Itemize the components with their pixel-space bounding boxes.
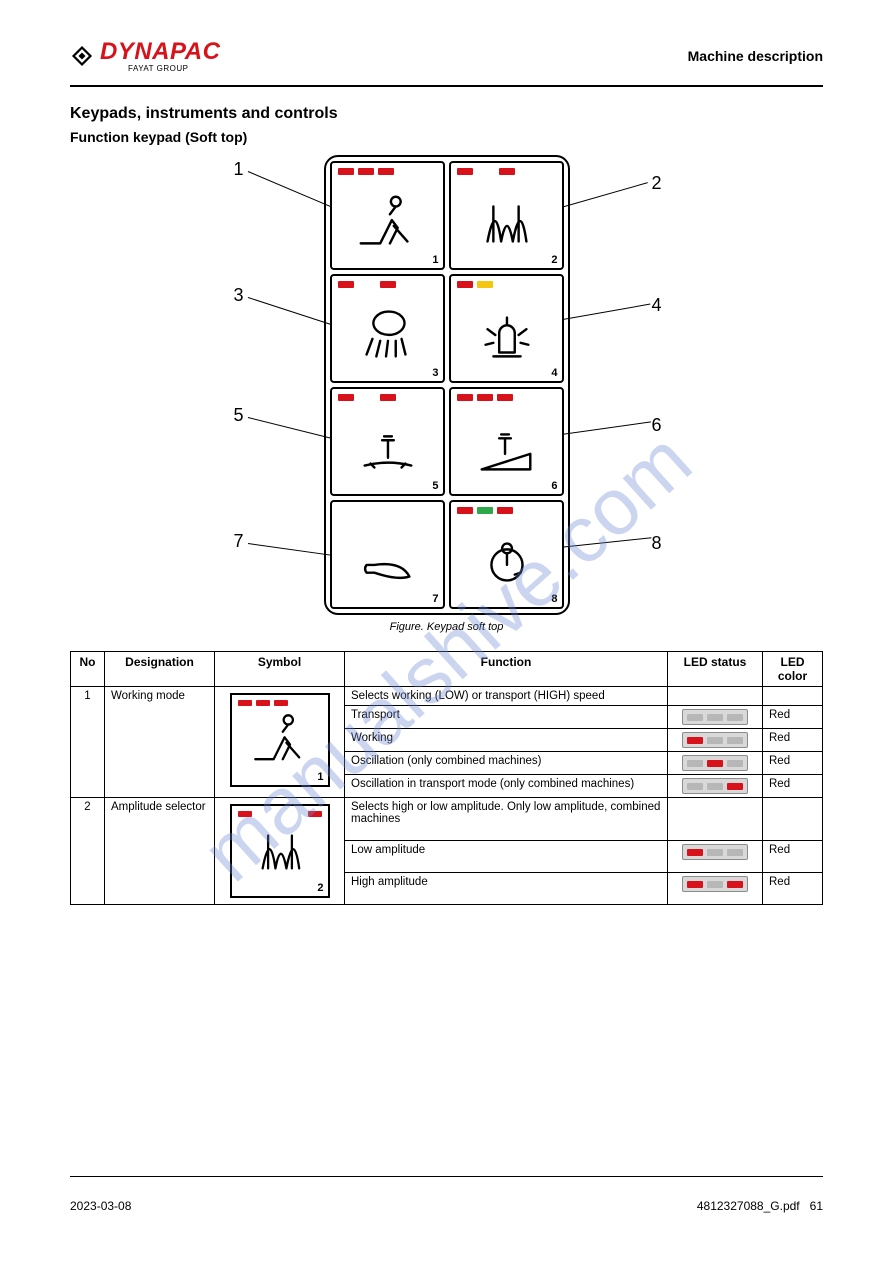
section-sub: Function keypad (Soft top) xyxy=(70,129,823,145)
cell-led-color: Red xyxy=(763,729,823,752)
keypad-figure: 1 2 3 4 5 6 7 8 12345678 Figure. Keypad … xyxy=(324,155,570,633)
cell-function: Working xyxy=(345,729,668,752)
cell-led-status xyxy=(668,729,763,752)
key-number: 6 xyxy=(551,480,557,492)
figure-caption: Figure. Keypad soft top xyxy=(324,621,570,633)
cell-led-color: Red xyxy=(763,841,823,873)
amplitude-icon xyxy=(451,177,562,268)
cell-no: 1 xyxy=(71,687,105,798)
footer-date: 2023-03-08 xyxy=(70,1199,131,1213)
cell-led-color: Red xyxy=(763,775,823,798)
cell-led-status xyxy=(668,752,763,775)
keypad-key-1[interactable]: 1 xyxy=(330,161,445,270)
cell-designation: Amplitude selector xyxy=(105,798,215,905)
cell-led-status xyxy=(668,873,763,905)
cell-led-color: Red xyxy=(763,706,823,729)
cell-led-status xyxy=(668,841,763,873)
table-header: Function xyxy=(345,652,668,687)
cell-designation: Working mode xyxy=(105,687,215,798)
spec-table: NoDesignationSymbolFunctionLED statusLED… xyxy=(70,651,823,905)
cell-function: Transport xyxy=(345,706,668,729)
cell-no: 2 xyxy=(71,798,105,905)
cell-function: Low amplitude xyxy=(345,841,668,873)
keypad-key-8[interactable]: 8 xyxy=(449,500,564,609)
callout-1: 1 xyxy=(234,159,244,180)
key-number: 5 xyxy=(432,480,438,492)
keypad-key-7[interactable]: 7 xyxy=(330,500,445,609)
callout-2: 2 xyxy=(651,173,661,194)
table-header: LED color xyxy=(763,652,823,687)
horn-icon xyxy=(332,516,443,607)
table-header: LED status xyxy=(668,652,763,687)
cell-led-status xyxy=(668,687,763,706)
key-number: 7 xyxy=(432,593,438,605)
brand-name: DYNAPAC xyxy=(100,38,220,66)
footer-file: 4812327088_G.pdf 61 xyxy=(697,1199,823,1213)
cell-led-color xyxy=(763,798,823,841)
table-row: 2Amplitude selector 2 Selects high or lo… xyxy=(71,798,823,841)
keypad-key-3[interactable]: 3 xyxy=(330,274,445,383)
keypad-key-5[interactable]: 5 xyxy=(330,387,445,496)
cell-function: Oscillation in transport mode (only comb… xyxy=(345,775,668,798)
cell-function: Selects high or low amplitude. Only low … xyxy=(345,798,668,841)
key-number: 3 xyxy=(432,367,438,379)
cell-led-status xyxy=(668,706,763,729)
key-number: 8 xyxy=(551,593,557,605)
key-number: 1 xyxy=(432,254,438,266)
section-title: Keypads, instruments and controls xyxy=(70,105,823,123)
work-mode-icon xyxy=(332,177,443,268)
callout-3: 3 xyxy=(234,285,244,306)
brand-logo: DYNAPAC FAYAT GROUP Machine description xyxy=(70,38,823,73)
table-header: Designation xyxy=(105,652,215,687)
cell-symbol: 1 xyxy=(215,687,345,798)
cell-function: High amplitude xyxy=(345,873,668,905)
cell-function: Selects working (LOW) or transport (HIGH… xyxy=(345,687,668,706)
cell-led-color: Red xyxy=(763,873,823,905)
callout-5: 5 xyxy=(234,405,244,426)
vib-auto-icon xyxy=(451,403,562,494)
beacon-icon xyxy=(451,290,562,381)
sprinkler-icon xyxy=(332,290,443,381)
keypad-key-4[interactable]: 4 xyxy=(449,274,564,383)
cell-led-status xyxy=(668,775,763,798)
cell-led-color xyxy=(763,687,823,706)
table-header: Symbol xyxy=(215,652,345,687)
cell-function: Oscillation (only combined machines) xyxy=(345,752,668,775)
table-key-icon-1: 1 xyxy=(230,693,330,787)
footer-rule xyxy=(70,1176,823,1177)
cell-led-status xyxy=(668,798,763,841)
work-mode-icon xyxy=(232,709,328,771)
header-right: Machine description xyxy=(688,48,823,64)
key-number: 4 xyxy=(551,367,557,379)
table-row: 1Working mode 1 Selects working (LOW) or… xyxy=(71,687,823,706)
lock-icon xyxy=(451,516,562,607)
callout-7: 7 xyxy=(234,531,244,552)
key-number: 2 xyxy=(551,254,557,266)
amplitude-icon xyxy=(232,820,328,882)
callout-6: 6 xyxy=(651,415,661,436)
cell-symbol: 2 xyxy=(215,798,345,905)
cell-led-color: Red xyxy=(763,752,823,775)
keypad-key-2[interactable]: 2 xyxy=(449,161,564,270)
callout-8: 8 xyxy=(651,533,661,554)
table-header: No xyxy=(71,652,105,687)
header-rule xyxy=(70,85,823,87)
table-key-icon-2: 2 xyxy=(230,804,330,898)
keypad-key-6[interactable]: 6 xyxy=(449,387,564,496)
callout-4: 4 xyxy=(651,295,661,316)
vib-manual-icon xyxy=(332,403,443,494)
logo-mark-icon xyxy=(70,44,94,68)
